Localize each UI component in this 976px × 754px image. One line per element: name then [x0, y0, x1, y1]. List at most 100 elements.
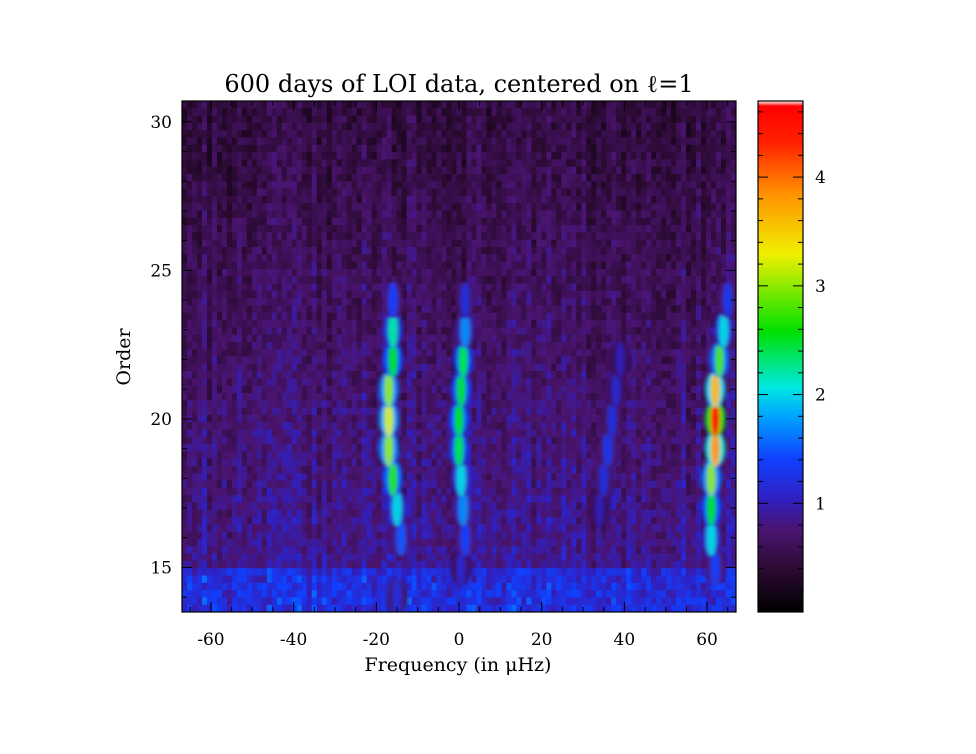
heatmap-cell	[426, 502, 432, 511]
heatmap-cell	[476, 531, 482, 540]
heatmap-cell	[456, 268, 462, 277]
heatmap-cell	[186, 400, 193, 408]
heatmap-cell	[326, 429, 333, 438]
heatmap-cell	[266, 232, 273, 240]
heatmap-cell	[501, 560, 507, 569]
heatmap-cell	[481, 414, 487, 423]
heatmap-cell	[291, 159, 298, 167]
heatmap-cell	[531, 101, 537, 109]
heatmap-cell	[376, 487, 382, 496]
heatmap-cell	[511, 174, 517, 182]
heatmap-cell	[241, 327, 248, 335]
heatmap-cell	[226, 524, 233, 532]
heatmap-cell	[336, 385, 343, 394]
heatmap-cell	[456, 195, 462, 204]
heatmap-cell	[231, 560, 238, 569]
heatmap-cell	[261, 327, 268, 335]
heatmap-cell	[426, 458, 432, 467]
heatmap-cell	[182, 181, 188, 189]
heatmap-cell	[231, 195, 238, 204]
heatmap-cell	[346, 166, 352, 175]
heatmap-cell	[481, 268, 487, 277]
heatmap-cell	[196, 283, 203, 292]
heatmap-cell	[306, 174, 313, 182]
heatmap-cell	[241, 385, 248, 394]
heatmap-cell	[186, 166, 193, 175]
heatmap-cell	[351, 312, 357, 321]
heatmap-cell	[371, 444, 377, 452]
heatmap-cell	[341, 436, 347, 445]
heatmap-cell	[516, 509, 522, 518]
heatmap-cell	[351, 378, 357, 386]
heatmap-cell	[411, 181, 417, 189]
heatmap-cell	[211, 436, 218, 445]
heatmap-cell	[526, 473, 532, 481]
heatmap-cell	[426, 188, 432, 197]
heatmap-cell	[201, 400, 208, 408]
heatmap-cell	[186, 422, 193, 430]
heatmap-cell	[386, 166, 392, 175]
heatmap-cell	[526, 407, 532, 416]
heatmap-cell	[241, 444, 248, 452]
heatmap-cell	[346, 531, 352, 540]
heatmap-cell	[531, 531, 537, 540]
heatmap-cell	[361, 502, 367, 511]
heatmap-cell	[441, 122, 447, 131]
heatmap-cell	[266, 115, 273, 124]
heatmap-cell	[506, 152, 512, 160]
heatmap-cell	[376, 247, 382, 255]
heatmap-cell	[476, 195, 482, 204]
heatmap-cell	[276, 130, 283, 138]
heatmap-cell	[251, 546, 258, 554]
heatmap-cell	[186, 225, 193, 233]
heatmap-cell	[331, 290, 338, 299]
heatmap-cell	[211, 195, 218, 204]
heatmap-cell	[366, 232, 372, 240]
heatmap-cell	[366, 188, 372, 197]
heatmap-cell	[511, 539, 517, 547]
heatmap-cell	[371, 181, 377, 189]
heatmap-cell	[486, 524, 492, 532]
heatmap-cell	[241, 247, 248, 255]
heatmap-cell	[316, 341, 323, 350]
heatmap-cell	[436, 341, 442, 350]
heatmap-cell	[226, 553, 233, 562]
heatmap-cell	[491, 166, 497, 175]
heatmap-cell	[361, 487, 367, 496]
heatmap-cell	[266, 385, 273, 394]
heatmap-cell	[416, 473, 422, 481]
heatmap-cell	[256, 568, 263, 576]
heatmap-cell	[276, 509, 283, 518]
heatmap-cell	[196, 487, 203, 496]
heatmap-cell	[346, 422, 352, 430]
heatmap-cell	[406, 349, 412, 357]
heatmap-cell	[346, 239, 352, 248]
heatmap-cell	[256, 473, 263, 481]
heatmap-cell	[221, 502, 228, 511]
heatmap-cell	[326, 604, 333, 612]
heatmap-cell	[351, 181, 357, 189]
heatmap-cell	[241, 188, 248, 197]
heatmap-cell	[451, 320, 457, 328]
heatmap-cell	[361, 334, 367, 343]
heatmap-cell	[196, 422, 203, 430]
heatmap-cell	[281, 349, 288, 357]
heatmap-cell	[511, 378, 517, 386]
heatmap-cell	[236, 509, 243, 518]
heatmap-cell	[471, 115, 477, 124]
heatmap-cell	[366, 115, 372, 124]
heatmap-cell	[511, 181, 517, 189]
heatmap-cell	[456, 188, 462, 197]
heatmap-cell	[321, 568, 328, 576]
heatmap-cell	[401, 174, 407, 182]
heatmap-cell	[296, 327, 303, 335]
heatmap-cell	[182, 247, 188, 255]
heatmap-cell	[236, 232, 243, 240]
heatmap-cell	[441, 101, 447, 109]
heatmap-cell	[256, 101, 263, 109]
heatmap-cell	[201, 305, 208, 313]
heatmap-cell	[336, 575, 343, 584]
heatmap-cell	[351, 539, 357, 547]
heatmap-cell	[421, 356, 427, 365]
heatmap-cell	[236, 290, 243, 299]
